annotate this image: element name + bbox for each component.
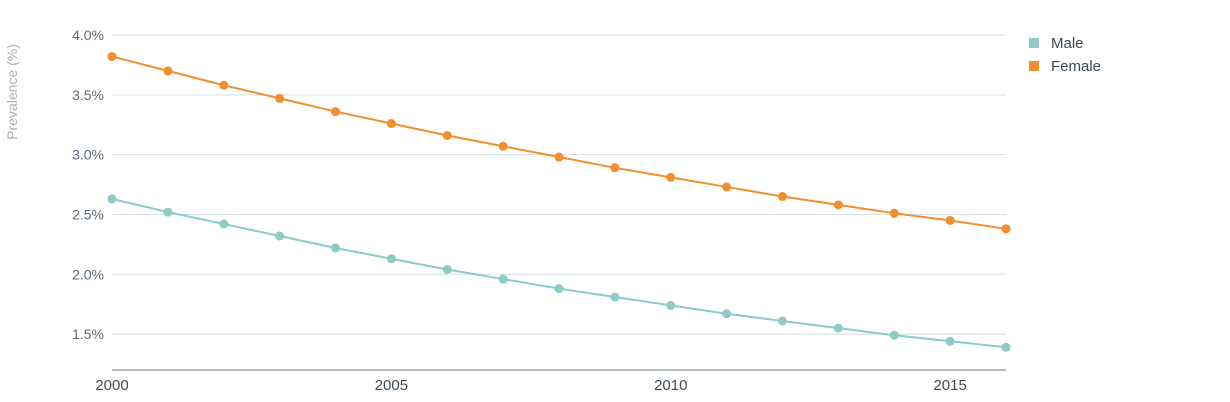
data-point-female[interactable] [331,107,340,117]
y-axis-ticks: 1.5% 2.0% 2.5% 3.0% 3.5% 4.0% [72,27,104,342]
data-point-male[interactable] [219,219,229,229]
y-tick-label: 3.5% [72,87,104,103]
data-point-male[interactable] [386,254,396,264]
series-group [107,52,1011,352]
data-point-female[interactable] [889,208,899,218]
data-point-female[interactable] [945,215,955,225]
data-point-female[interactable] [275,93,285,103]
data-point-female[interactable] [1001,224,1011,234]
data-point-male[interactable] [275,231,285,241]
data-point-female[interactable] [107,52,117,62]
x-tick-label: 2010 [654,377,687,394]
y-tick-label: 1.5% [72,326,104,342]
data-point-male[interactable] [498,274,508,284]
series-line-female [111,55,1007,230]
data-point-female[interactable] [610,163,620,173]
data-point-male[interactable] [610,292,620,302]
data-point-female[interactable] [219,80,229,90]
legend-swatch-male [1029,38,1039,48]
x-axis-ticks: 2000 2005 2010 2015 [95,377,967,394]
data-point-female[interactable] [163,66,173,76]
data-point-male[interactable] [442,265,452,274]
data-point-female[interactable] [442,131,452,140]
series-line-male [111,197,1007,349]
legend-item-female[interactable]: Female [1029,58,1101,75]
legend-label-female: Female [1051,58,1101,75]
data-point-female[interactable] [666,172,676,182]
y-tick-label: 2.5% [72,206,104,222]
legend[interactable]: Male Female [1029,35,1101,75]
y-axis-label: Prevalence (%) [4,44,20,140]
y-tick-label: 3.0% [72,147,104,163]
data-point-male[interactable] [778,316,787,326]
data-point-female[interactable] [722,182,732,192]
data-point-male[interactable] [722,309,732,319]
data-point-female[interactable] [498,141,508,151]
data-point-male[interactable] [1001,342,1011,352]
data-point-female[interactable] [386,119,396,129]
data-point-female[interactable] [554,152,564,162]
legend-label-male: Male [1051,35,1084,52]
x-tick-label: 2005 [375,377,408,394]
legend-swatch-female [1029,61,1039,71]
data-point-male[interactable] [107,194,117,204]
data-point-female[interactable] [778,192,787,202]
data-point-female[interactable] [833,200,843,210]
x-tick-label: 2015 [933,377,966,394]
data-point-male[interactable] [889,330,899,340]
data-point-male[interactable] [833,323,843,333]
data-point-male[interactable] [331,243,340,253]
x-tick-label: 2000 [95,377,128,394]
legend-item-male[interactable]: Male [1029,35,1084,52]
data-point-male[interactable] [945,336,955,346]
y-tick-label: 4.0% [72,27,104,43]
y-tick-label: 2.0% [72,266,104,282]
data-point-male[interactable] [666,300,676,310]
data-point-male[interactable] [554,284,564,294]
data-point-male[interactable] [163,207,173,217]
